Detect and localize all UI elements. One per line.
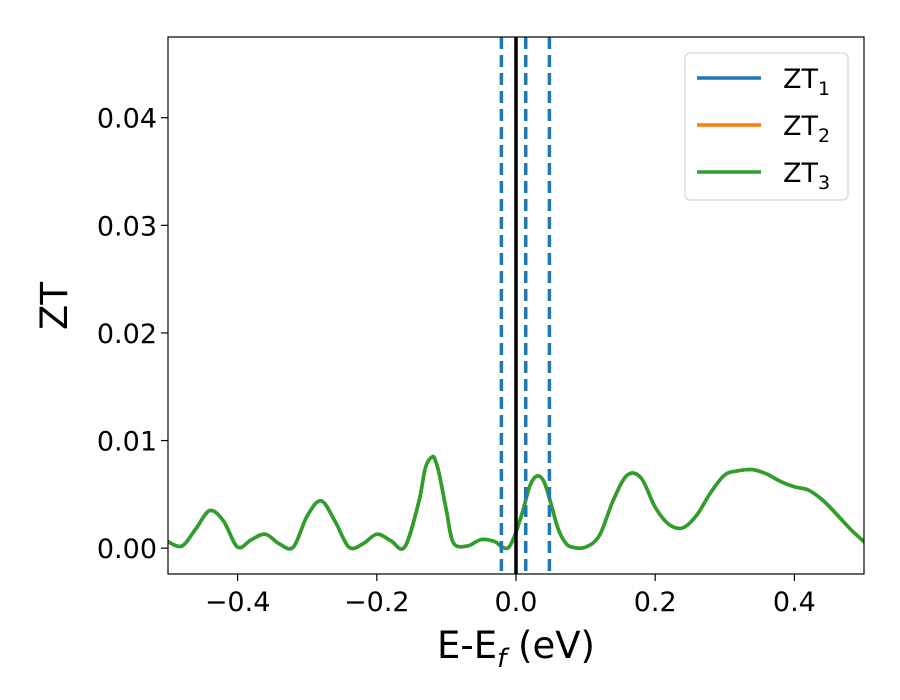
x-tick-label: 0.2 xyxy=(634,587,677,618)
y-axis-label: ZT xyxy=(33,282,76,330)
y-tick-label: 0.01 xyxy=(97,427,157,458)
series-line-zt3 xyxy=(168,454,864,551)
x-axis-label-unit: (eV) xyxy=(518,624,595,667)
y-tick-label: 0.00 xyxy=(97,534,157,565)
y-tick-label: 0.02 xyxy=(97,319,157,350)
x-tick-label: −0.4 xyxy=(205,587,271,618)
y-tick-label: 0.03 xyxy=(97,211,157,242)
legend-label-zt2: ZT2 xyxy=(783,111,830,147)
x-tick-label: 0.0 xyxy=(495,587,538,618)
x-axis: −0.4 −0.2 0.0 0.2 0.4 xyxy=(205,574,816,618)
legend-box xyxy=(684,52,849,201)
y-axis: 0.00 0.01 0.02 0.03 0.04 xyxy=(97,104,168,565)
y-tick-label: 0.04 xyxy=(97,104,157,135)
legend-label-zt1: ZT1 xyxy=(783,64,830,100)
legend-label-zt3: ZT3 xyxy=(783,158,830,194)
x-axis-label-unit-space xyxy=(506,624,518,667)
vline-layer xyxy=(499,37,552,574)
x-tick-label: 0.4 xyxy=(773,587,816,618)
x-axis-label: E-Ef (eV) xyxy=(437,624,595,674)
series-layer xyxy=(168,454,864,551)
legend: ZT1 ZT2 ZT3 xyxy=(684,52,849,201)
x-axis-label-main: E-E xyxy=(437,624,497,667)
x-tick-label: −0.2 xyxy=(344,587,410,618)
